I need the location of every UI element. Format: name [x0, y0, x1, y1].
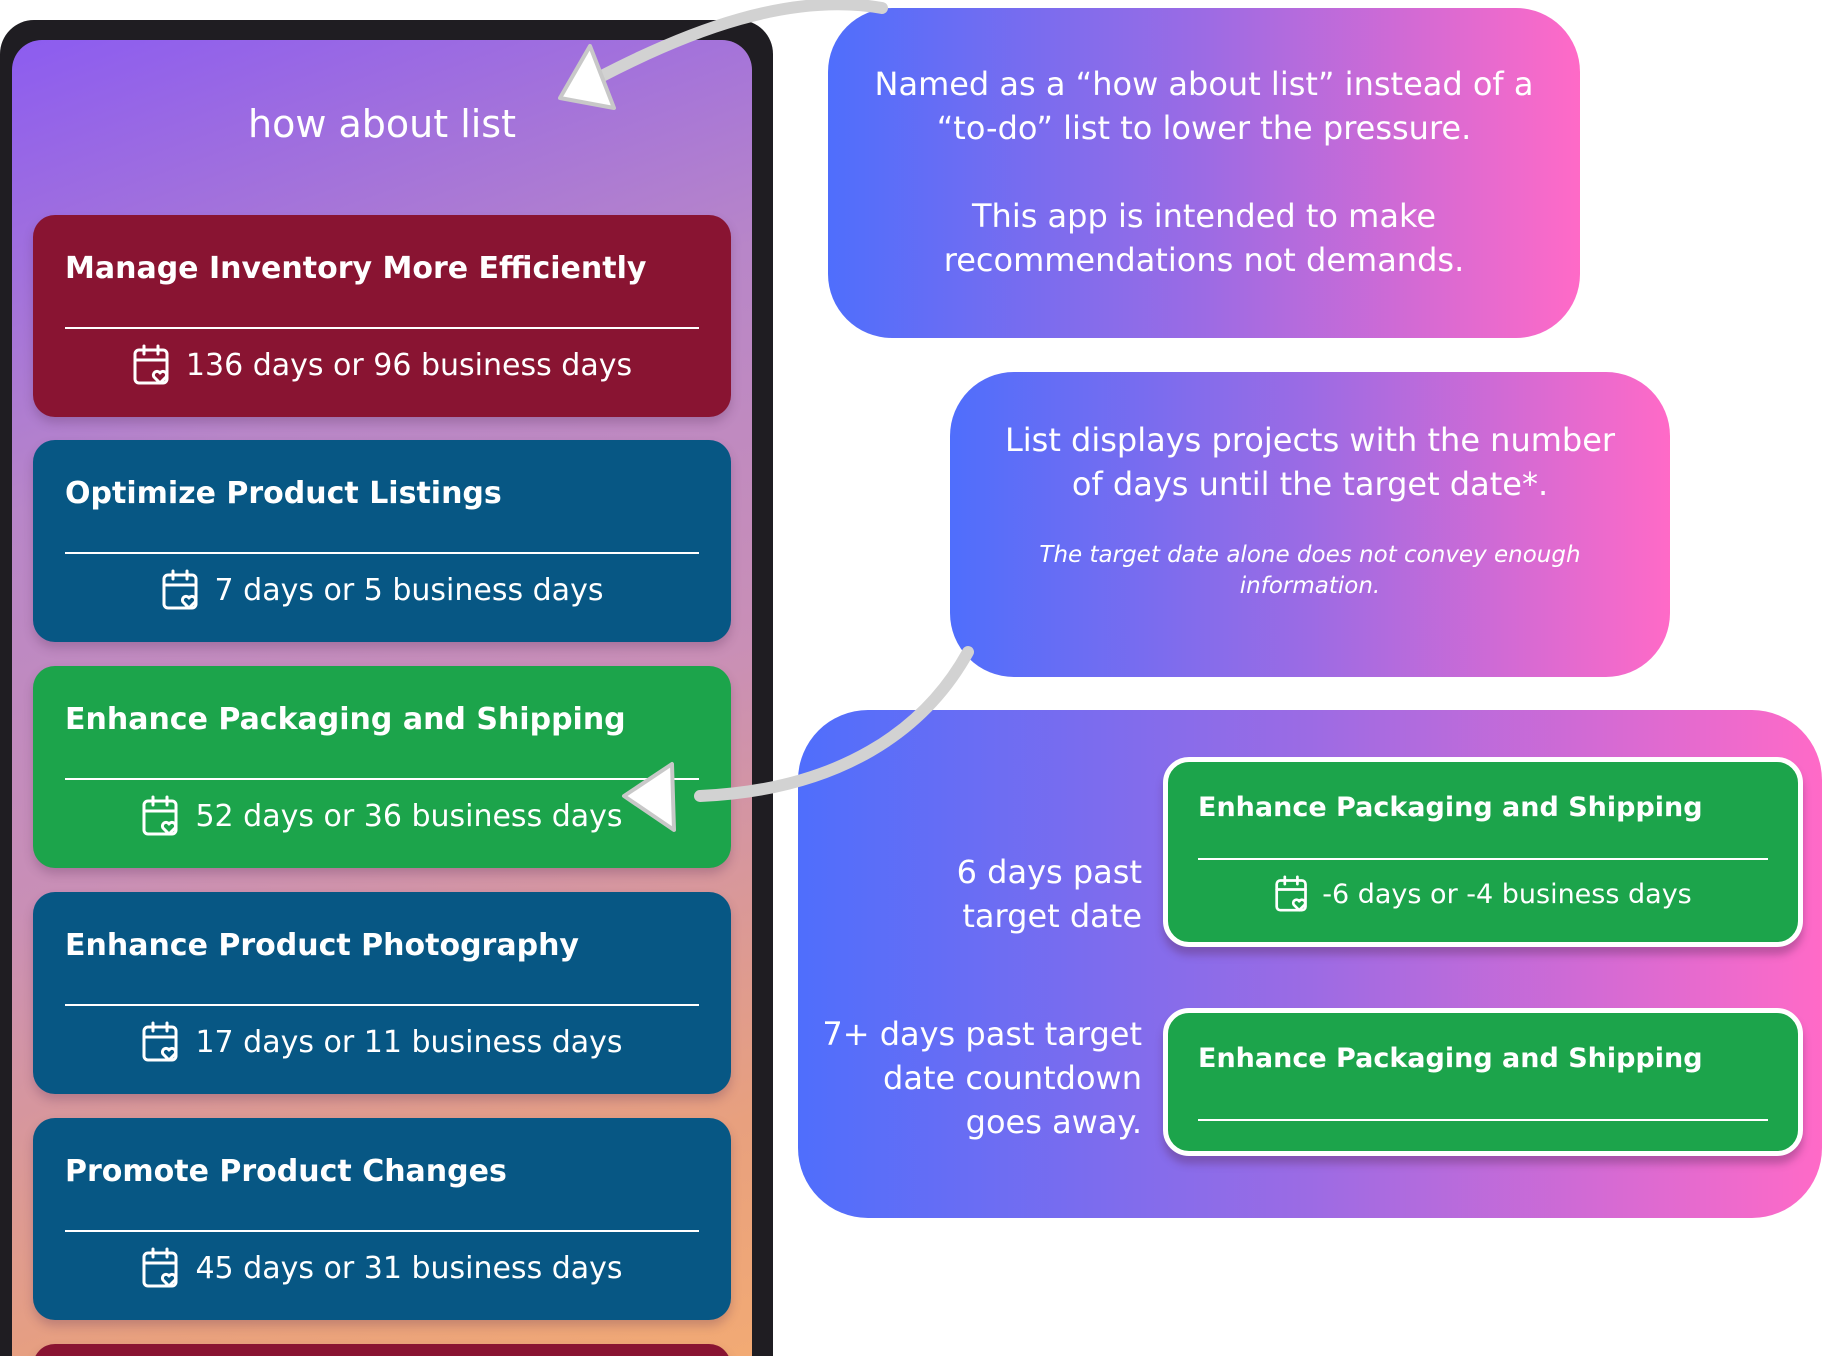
app-screen: how about list Manage Inventory More Eff…	[12, 40, 752, 1356]
countdown-text: -6 days or -4 business days	[1322, 878, 1692, 910]
project-card[interactable]: Promote Product Changes 45 days or 31 bu…	[33, 1118, 731, 1320]
card-divider	[65, 552, 699, 554]
card-divider	[1198, 858, 1768, 860]
page-title: how about list	[247, 102, 517, 146]
countdown-text: 136 days or 96 business days	[185, 347, 633, 383]
countdown-row: 45 days or 31 business days	[33, 1246, 731, 1290]
project-title: Manage Inventory More Efficiently	[65, 251, 647, 286]
project-card[interactable]: Enhance Product Photography 17 days or 1…	[33, 892, 731, 1094]
calendar-heart-icon	[142, 1021, 178, 1062]
callout-text: of days until the target date*.	[1071, 465, 1549, 503]
callout-text: “to-do” list to lower the pressure.	[936, 109, 1472, 147]
card-divider	[65, 1004, 699, 1006]
callout-note: information.	[1239, 573, 1381, 599]
countdown-row: 52 days or 36 business days	[33, 794, 731, 838]
calendar-heart-icon	[133, 344, 169, 385]
project-title: Enhance Packaging and Shipping	[1198, 792, 1703, 823]
countdown-row: 7 days or 5 business days	[33, 568, 731, 612]
calendar-heart-icon	[142, 1247, 178, 1288]
callout-text: This app is intended to make	[971, 197, 1437, 235]
past-label: 6 days past target date	[956, 853, 1142, 935]
callout-note: The target date alone does not convey en…	[1039, 542, 1581, 568]
callout-text: Named as a “how about list” instead of a	[874, 65, 1534, 103]
project-title: Enhance Product Photography	[65, 928, 579, 963]
countdown-text: 7 days or 5 business days	[214, 572, 604, 608]
calendar-heart-icon	[162, 569, 198, 610]
gone-label: 7+ days past target date countdown goes …	[822, 1015, 1142, 1141]
countdown-text: 52 days or 36 business days	[195, 798, 623, 834]
card-divider	[65, 1230, 699, 1232]
overdue-callout: 6 days past target date 7+ days past tar…	[798, 710, 1822, 1218]
card-divider	[1198, 1119, 1768, 1121]
countdown-text: 45 days or 31 business days	[195, 1250, 623, 1286]
project-title: Enhance Packaging and Shipping	[1198, 1043, 1703, 1074]
overdue-card-example: Enhance Packaging and Shipping -6 days o…	[1163, 757, 1803, 947]
callout-text: recommendations not demands.	[943, 241, 1465, 279]
calendar-heart-icon	[1275, 875, 1308, 912]
expired-card-example: Enhance Packaging and Shipping	[1163, 1008, 1803, 1156]
project-card[interactable]: Manage Inventory More Efficiently 136 da…	[33, 215, 731, 417]
phone-frame: how about list Manage Inventory More Eff…	[0, 20, 773, 1356]
project-card-partial[interactable]	[33, 1344, 731, 1356]
callout-text: List displays projects with the number	[1004, 421, 1616, 459]
project-card[interactable]: Enhance Packaging and Shipping 52 days o…	[33, 666, 731, 868]
naming-callout: Named as a “how about list” instead of a…	[828, 8, 1580, 338]
countdown-row: 136 days or 96 business days	[33, 343, 731, 387]
countdown-row: -6 days or -4 business days	[1168, 874, 1798, 914]
card-divider	[65, 327, 699, 329]
project-title: Enhance Packaging and Shipping	[65, 702, 626, 737]
calendar-heart-icon	[142, 795, 178, 836]
project-title: Promote Product Changes	[65, 1154, 507, 1189]
countdown-callout: List displays projects with the number o…	[950, 372, 1670, 677]
project-card[interactable]: Optimize Product Listings 7 days or 5 bu…	[33, 440, 731, 642]
countdown-text: 17 days or 11 business days	[195, 1024, 623, 1060]
card-divider	[65, 778, 699, 780]
countdown-row: 17 days or 11 business days	[33, 1020, 731, 1064]
project-title: Optimize Product Listings	[65, 476, 502, 511]
